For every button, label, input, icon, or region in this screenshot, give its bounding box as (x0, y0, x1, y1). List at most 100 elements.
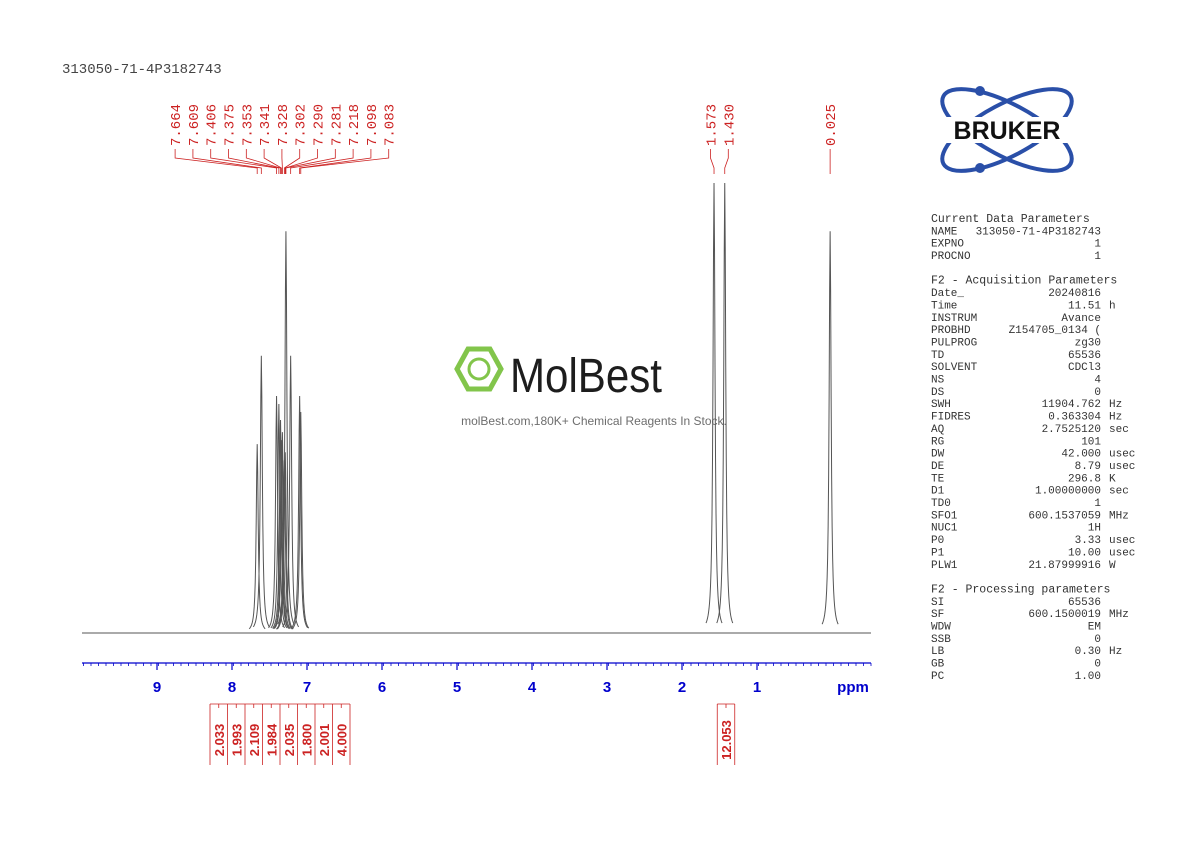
param-key: NUC1 (931, 523, 958, 535)
param-value: 20240816 (1048, 288, 1101, 300)
integral-label: 1.800 (299, 724, 314, 757)
peak-label: 1.430 (722, 104, 738, 146)
peak-label-leader (290, 149, 354, 174)
peak-label-leader (285, 149, 336, 174)
integral-label: 2.033 (212, 724, 227, 757)
peak-label: 7.609 (187, 104, 203, 146)
logo-orbit (940, 87, 1074, 173)
bruker-logo: BRUKER (925, 86, 1090, 173)
param-value: 65536 (1068, 350, 1101, 362)
param-key: TE (931, 473, 945, 485)
peak (276, 452, 294, 630)
integral-label: 4.000 (334, 724, 349, 757)
param-value: 0.30 (1075, 646, 1101, 658)
param-value: 1.00000000 (1035, 486, 1101, 498)
param-value: 600.1500019 (1028, 609, 1101, 621)
peak-label: 7.375 (223, 104, 239, 146)
peak-label: 7.083 (383, 104, 399, 146)
peak-label: 7.406 (205, 104, 221, 146)
watermark-icon (467, 357, 491, 381)
param-key: SSB (931, 634, 951, 646)
peak-label: 7.328 (276, 104, 292, 146)
integral-label: 2.109 (247, 724, 262, 757)
integral-label: 12.053 (719, 720, 734, 760)
peak-label: 7.281 (329, 104, 345, 146)
param-unit: usec (1109, 547, 1135, 559)
param-key: WDW (931, 621, 951, 633)
param-value: 3.33 (1075, 535, 1101, 547)
peak (268, 395, 285, 629)
peak (272, 420, 289, 629)
watermark-brand: MolBest (510, 350, 662, 403)
param-key: TD (931, 350, 945, 362)
peak-label: 7.098 (365, 104, 381, 146)
peak (273, 440, 290, 630)
param-section-title: F2 - Processing parameters (931, 583, 1110, 596)
x-tick-label: 1 (753, 679, 761, 696)
param-value: 65536 (1068, 597, 1101, 609)
param-value: 1 (1094, 251, 1101, 263)
param-unit: K (1109, 473, 1116, 485)
peak-label-leader (283, 149, 301, 174)
peak-label: 7.290 (312, 104, 328, 146)
integral-label: 2.035 (282, 724, 297, 757)
param-value: 11.51 (1068, 300, 1101, 312)
peak-label: 0.025 (824, 104, 840, 146)
param-key: TD0 (931, 498, 951, 510)
param-value: 0 (1094, 659, 1101, 671)
param-key: DE (931, 461, 945, 473)
peak-label-leader (263, 149, 282, 174)
logo-dot (975, 163, 985, 173)
param-key: DS (931, 387, 945, 399)
peak-label: 7.341 (258, 104, 274, 146)
param-key: Date_ (931, 288, 964, 300)
param-key: PROCNO (931, 251, 971, 263)
peak-label-leader (228, 149, 280, 174)
peak-label-leader (300, 149, 390, 174)
peak (277, 231, 295, 625)
param-unit: sec (1109, 424, 1129, 436)
peak-label: 7.218 (347, 104, 363, 146)
param-value: 0 (1094, 387, 1101, 399)
param-value: 11904.762 (1042, 399, 1101, 411)
param-key: GB (931, 659, 945, 671)
param-section-title: Current Data Parameters (931, 213, 1090, 226)
peak (252, 355, 270, 628)
param-value: CDCl3 (1068, 362, 1101, 374)
x-tick-label: 4 (528, 679, 537, 696)
param-key: PULPROG (931, 337, 977, 349)
peak-label: 1.573 (704, 104, 720, 146)
peak-label-leader (710, 149, 715, 174)
param-key: LB (931, 646, 945, 658)
param-unit: Hz (1109, 399, 1122, 411)
param-value: 296.8 (1068, 473, 1101, 485)
param-key: PROBHD (931, 325, 971, 337)
peak-label: 7.302 (294, 104, 310, 146)
param-key: PC (931, 671, 945, 683)
param-value: 42.000 (1061, 449, 1101, 461)
peak-label: 7.353 (240, 104, 256, 146)
param-unit: MHz (1109, 510, 1129, 522)
param-key: NAME (931, 226, 958, 238)
param-value: Z154705_0134 ( (1009, 325, 1101, 337)
peak (274, 432, 291, 629)
param-value: 0.363304 (1048, 412, 1101, 424)
peak (248, 444, 266, 630)
param-value: zg30 (1075, 337, 1101, 349)
x-tick-label: 6 (378, 679, 386, 696)
param-value: 1 (1094, 498, 1101, 510)
peak (270, 403, 288, 629)
param-key: EXPNO (931, 239, 964, 251)
param-unit: usec (1109, 535, 1135, 547)
param-key: INSTRUM (931, 313, 977, 325)
watermark-icon (454, 346, 504, 392)
param-key: DW (931, 449, 945, 461)
param-value: 0 (1094, 634, 1101, 646)
x-axis-label: ppm (837, 679, 869, 696)
param-value: 101 (1081, 436, 1101, 448)
param-unit: usec (1109, 461, 1135, 473)
param-key: PLW1 (931, 560, 958, 572)
param-key: SOLVENT (931, 362, 978, 374)
param-key: FIDRES (931, 412, 971, 424)
